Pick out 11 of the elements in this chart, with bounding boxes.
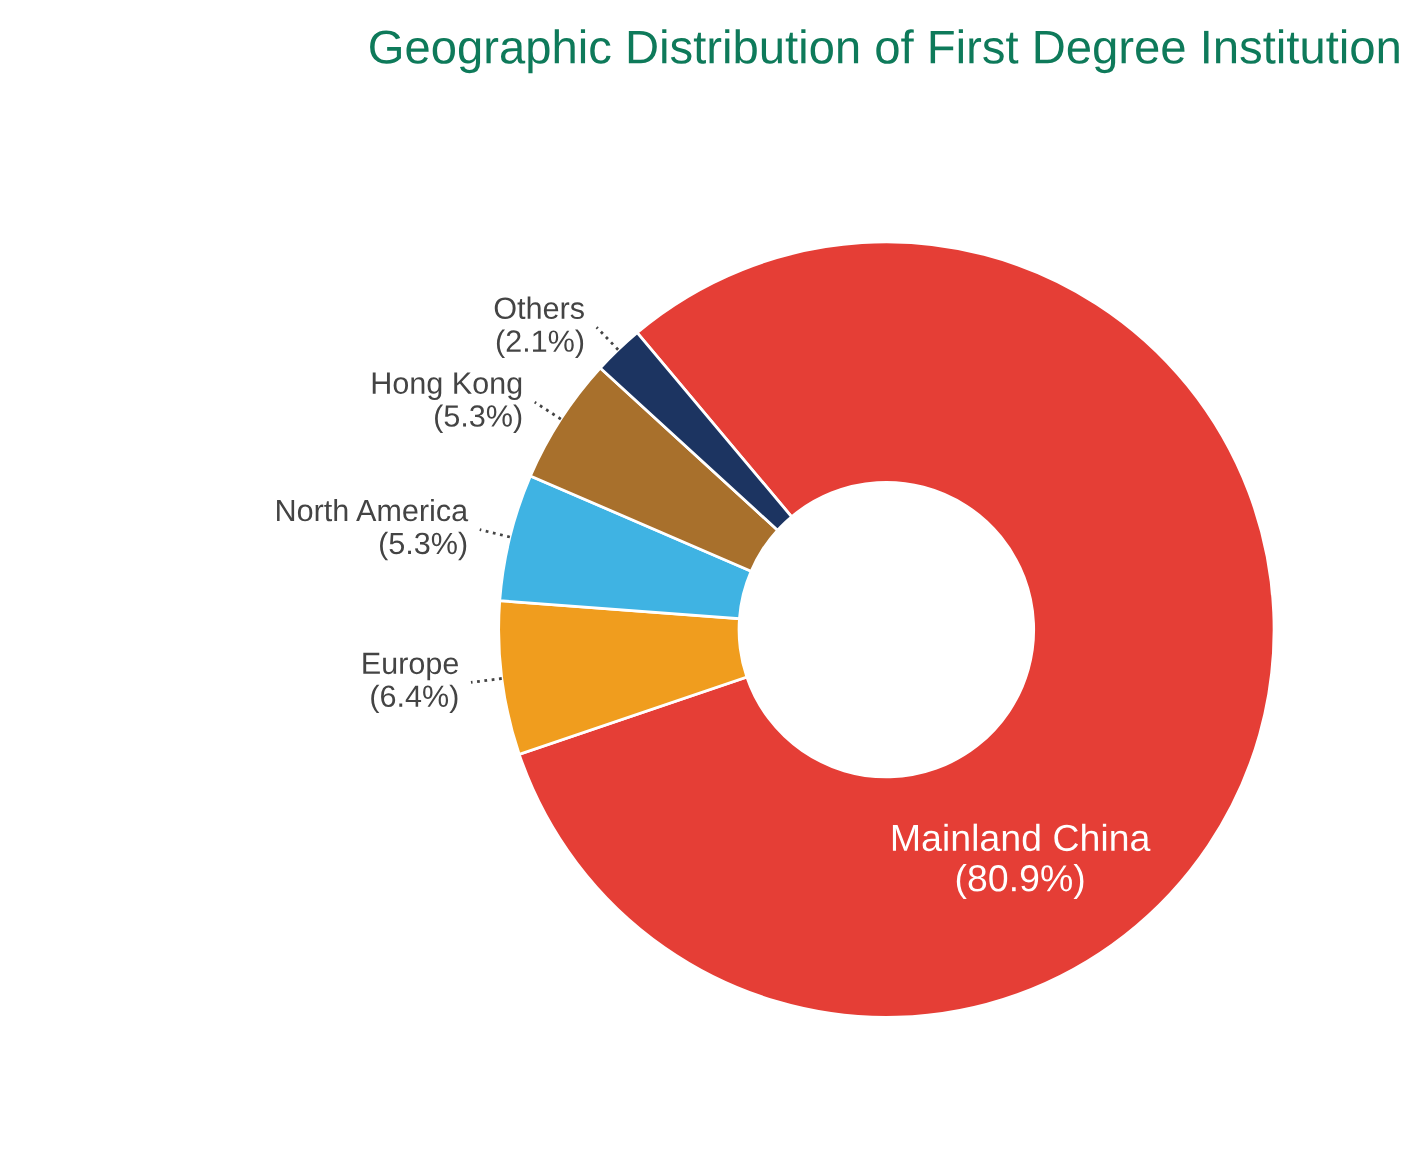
- slice-label: Mainland China: [892, 823, 1151, 852]
- slice-label: North America: [277, 498, 469, 522]
- data-label: (5.3%): [435, 404, 522, 433]
- data-label: (6.4%): [371, 684, 458, 714]
- data-label: (80.9%): [956, 864, 1084, 899]
- data-label: (5.3%): [380, 531, 467, 561]
- data-label: (2.1%): [496, 329, 584, 358]
- slice-label: Hong Kong: [372, 372, 522, 400]
- chart-title: Geographic Distribution of First Degree Institution: [370, 29, 1399, 74]
- slice-label: Europe: [363, 652, 458, 681]
- slice-label: Others: [494, 296, 584, 320]
